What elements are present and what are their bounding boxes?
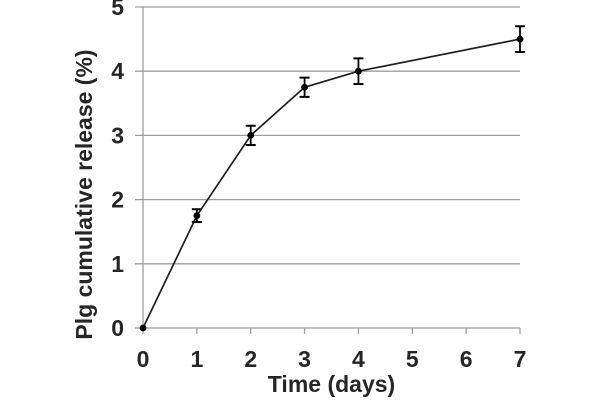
data-point <box>139 324 147 332</box>
x-tick-label: 3 <box>298 346 311 372</box>
y-tick-label: 3 <box>111 122 124 148</box>
x-tick-label: 0 <box>137 346 150 372</box>
x-tick-label: 6 <box>460 346 473 372</box>
data-point <box>516 35 524 43</box>
y-tick-label: 0 <box>111 315 124 341</box>
data-line <box>142 38 521 329</box>
x-tick-label: 2 <box>244 346 257 372</box>
x-axis-title: Time (days) <box>268 371 395 397</box>
y-tick-label: 5 <box>111 0 124 20</box>
y-axis-title: Plg cumulative release (%) <box>71 49 97 339</box>
x-tick-label: 7 <box>514 346 527 372</box>
data-point <box>247 132 255 139</box>
y-tick-label: 4 <box>111 58 124 84</box>
y-tick-label: 1 <box>111 251 124 277</box>
y-tick-label: 2 <box>111 187 124 213</box>
data-point <box>193 212 201 220</box>
data-point <box>355 67 362 75</box>
x-tick-label: 1 <box>190 346 203 372</box>
x-tick-label: 4 <box>352 346 365 372</box>
data-point <box>301 83 308 91</box>
x-tick-label: 5 <box>406 346 419 372</box>
